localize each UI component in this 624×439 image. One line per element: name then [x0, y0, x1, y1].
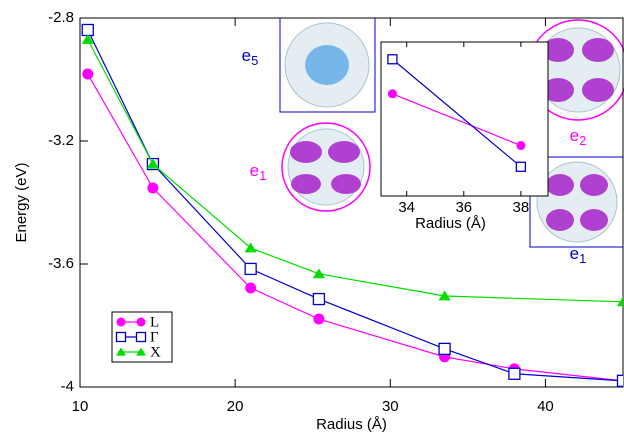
- cluster: [287, 128, 365, 206]
- blob: [291, 174, 321, 194]
- x-axis-label: Radius (Å): [316, 416, 387, 433]
- x-tick-label: 20: [227, 398, 244, 415]
- marker: [136, 317, 146, 327]
- blob: [580, 174, 608, 196]
- annotation-subscript: 5: [251, 53, 258, 68]
- annotation-text: e: [570, 244, 579, 263]
- annotation-subscript: 2: [579, 133, 586, 148]
- annotation-text: e: [570, 126, 579, 145]
- blob: [546, 174, 574, 196]
- marker: [147, 182, 159, 194]
- marker: [312, 292, 326, 306]
- annotation-text: e: [242, 46, 251, 65]
- series-line: [392, 93, 522, 147]
- marker: [387, 89, 397, 99]
- marker: [136, 347, 146, 356]
- legend-label: X: [150, 344, 161, 360]
- cluster: [536, 161, 618, 243]
- blob: [331, 174, 361, 194]
- marker: [438, 290, 451, 301]
- blob: [290, 141, 322, 163]
- marker: [115, 331, 127, 343]
- blob: [542, 38, 574, 62]
- y-tick-label: -2.8: [48, 9, 74, 26]
- x-tick-label: 36: [455, 199, 472, 216]
- x-tick-label: 10: [72, 398, 89, 415]
- marker: [313, 313, 325, 325]
- x-tick-label: 30: [382, 398, 399, 415]
- marker: [244, 262, 257, 276]
- blob: [582, 78, 614, 102]
- blob: [546, 209, 574, 231]
- legend-label: L: [150, 314, 159, 330]
- annotation-subscript: 1: [259, 168, 266, 183]
- x-tick-label: 40: [537, 398, 554, 415]
- marker: [515, 161, 527, 172]
- marker: [116, 347, 126, 356]
- blob: [328, 141, 360, 163]
- x-tick-label: 34: [398, 199, 415, 216]
- marker: [616, 374, 623, 387]
- marker: [387, 54, 398, 65]
- plot-area: [387, 54, 527, 172]
- annotation: e1: [250, 161, 267, 183]
- annotation-subscript: 1: [579, 251, 586, 266]
- y-tick-label: -3.2: [48, 132, 74, 149]
- marker: [438, 342, 451, 356]
- x-tick-label: 38: [513, 199, 530, 216]
- marker: [244, 242, 257, 253]
- marker: [616, 296, 623, 307]
- marker: [312, 268, 325, 279]
- annotation: e2: [570, 126, 587, 148]
- annotation: e5: [242, 46, 259, 68]
- annotation-text: e: [250, 161, 259, 180]
- marker: [508, 367, 521, 380]
- cluster-images: [279, 17, 624, 248]
- cluster-core: [305, 45, 349, 85]
- marker: [245, 282, 257, 294]
- y-tick-label: -3.6: [48, 255, 74, 272]
- marker: [516, 141, 526, 151]
- plot-area: [81, 23, 623, 387]
- y-tick-label: -4: [61, 378, 74, 395]
- blob: [542, 78, 574, 102]
- marker: [81, 34, 94, 44]
- legend-label: Γ: [150, 329, 159, 345]
- marker: [81, 23, 94, 37]
- annotation: e1: [570, 244, 587, 266]
- marker: [116, 317, 126, 327]
- marker: [135, 331, 147, 343]
- blob: [580, 209, 608, 231]
- plot-frame: [79, 17, 624, 388]
- marker: [146, 158, 159, 169]
- series-line: [392, 58, 522, 168]
- marker: [82, 68, 94, 80]
- blob: [582, 38, 614, 62]
- series-line: [87, 39, 623, 303]
- x-axis-label: Radius (Å): [415, 215, 486, 232]
- y-axis-label: Energy (eV): [13, 162, 30, 242]
